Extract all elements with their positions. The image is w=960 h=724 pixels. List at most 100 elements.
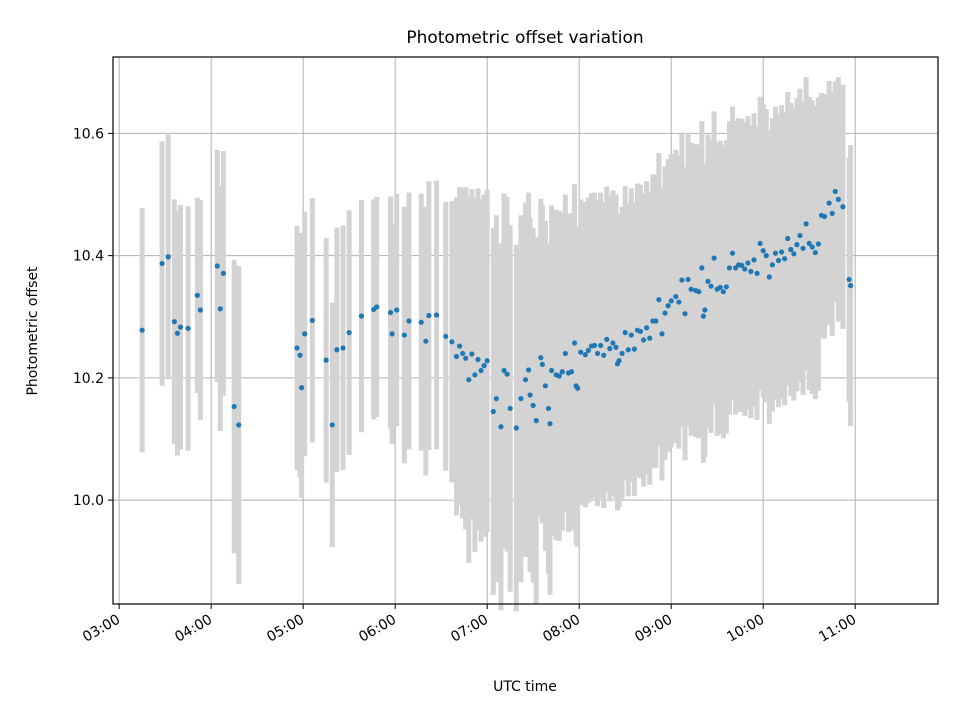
data-point xyxy=(548,367,555,374)
data-point xyxy=(688,286,694,292)
data-point xyxy=(174,330,181,336)
data-point xyxy=(726,265,733,271)
data-point xyxy=(647,335,653,341)
data-point xyxy=(644,325,650,331)
data-point xyxy=(699,265,705,271)
data-point xyxy=(791,251,797,257)
data-point xyxy=(717,284,723,291)
data-point xyxy=(171,319,177,325)
data-point xyxy=(334,347,340,353)
data-point xyxy=(653,318,659,324)
data-point xyxy=(812,249,818,256)
data-point xyxy=(637,328,644,335)
data-point xyxy=(775,257,782,264)
data-point xyxy=(575,385,581,391)
data-point xyxy=(846,276,852,283)
data-point xyxy=(622,330,628,336)
data-point xyxy=(159,260,165,267)
data-point xyxy=(358,313,365,319)
data-point xyxy=(299,385,305,391)
data-point xyxy=(794,242,800,248)
data-point xyxy=(782,256,788,262)
data-point xyxy=(559,369,565,375)
data-point xyxy=(679,277,685,283)
data-point xyxy=(547,421,553,427)
data-point xyxy=(220,270,227,276)
data-point xyxy=(389,331,395,337)
data-point xyxy=(729,250,736,256)
data-point xyxy=(401,332,407,338)
data-point xyxy=(751,257,757,263)
data-point xyxy=(708,283,714,289)
data-points xyxy=(139,188,854,431)
data-point xyxy=(571,340,578,346)
data-point xyxy=(628,332,634,338)
data-point xyxy=(545,405,552,412)
data-point xyxy=(748,268,754,275)
data-point xyxy=(460,350,466,357)
y-axis-label: Photometric offset xyxy=(25,266,41,396)
data-point xyxy=(340,345,346,351)
data-point xyxy=(530,402,536,408)
data-point xyxy=(498,424,504,430)
data-point xyxy=(294,345,300,351)
data-point xyxy=(723,284,729,290)
x-axis-label: UTC time xyxy=(493,679,557,695)
data-point xyxy=(659,331,665,337)
data-point xyxy=(763,253,769,259)
data-point xyxy=(832,188,838,195)
data-point xyxy=(797,232,803,239)
data-point xyxy=(406,318,412,324)
data-point xyxy=(194,292,200,298)
data-point xyxy=(720,289,726,295)
data-point xyxy=(610,340,616,346)
data-point xyxy=(527,392,533,398)
data-point xyxy=(696,289,702,295)
y-tick-label: 10.0 xyxy=(73,493,104,509)
data-point xyxy=(742,266,748,272)
data-point xyxy=(682,311,688,317)
data-point xyxy=(778,249,785,255)
data-point xyxy=(705,278,711,284)
data-point xyxy=(616,358,622,364)
data-point xyxy=(640,337,647,343)
data-point xyxy=(803,221,809,227)
data-point xyxy=(533,418,539,424)
data-point xyxy=(394,307,400,313)
data-point xyxy=(821,213,828,220)
data-point xyxy=(711,255,717,261)
data-point xyxy=(739,262,745,269)
data-point xyxy=(769,262,775,268)
data-point xyxy=(607,345,613,352)
data-point xyxy=(665,303,671,309)
data-point xyxy=(539,361,545,368)
data-point xyxy=(656,297,662,303)
data-point xyxy=(231,403,237,410)
data-point xyxy=(525,367,532,373)
data-point xyxy=(297,352,303,358)
data-point xyxy=(676,299,682,305)
data-point xyxy=(493,396,499,402)
data-point xyxy=(829,210,835,217)
data-point xyxy=(601,352,607,358)
data-point xyxy=(197,307,204,313)
data-point xyxy=(423,338,429,344)
data-point xyxy=(826,200,832,206)
y-axis-ticks: 10.0 10.2 10.4 10.6 xyxy=(73,126,113,509)
data-point xyxy=(582,352,588,358)
data-point xyxy=(443,333,449,339)
data-point xyxy=(613,344,619,350)
data-point xyxy=(631,346,637,352)
data-point xyxy=(481,363,487,369)
data-point xyxy=(766,274,772,280)
data-point xyxy=(507,405,513,412)
data-point xyxy=(673,293,679,300)
data-point xyxy=(700,313,706,319)
data-point xyxy=(466,377,472,383)
data-point xyxy=(478,367,484,374)
data-point xyxy=(309,317,315,324)
data-point xyxy=(139,327,145,333)
data-point xyxy=(518,396,524,402)
